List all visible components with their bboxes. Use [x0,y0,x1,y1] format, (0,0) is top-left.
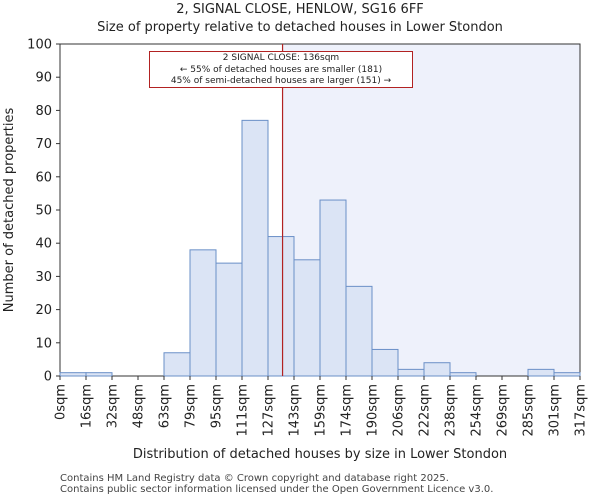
x-tick-label-0sqm: 0sqm [54,384,69,420]
y-tick-label-80: 80 [35,104,52,119]
x-tick-label-143sqm: 143sqm [288,384,303,437]
y-tick-label-100: 100 [27,38,52,53]
x-axis-label: Distribution of detached houses by size … [133,447,507,462]
chart-title: Size of property relative to detached ho… [97,20,503,35]
y-tick-label-30: 30 [35,270,52,285]
y-tick-label-50: 50 [35,204,52,219]
bar-143sqm [293,259,321,377]
footer-licence: Contains public sector information licen… [60,484,494,495]
bar-79sqm [189,249,217,377]
annotation-line-2: ← 55% of detached houses are smaller (18… [179,64,383,75]
bar-174sqm [345,285,373,377]
y-tick-label-90: 90 [35,71,52,86]
x-tick-label-63sqm: 63sqm [158,384,173,428]
x-tick-label-174sqm: 174sqm [340,384,355,437]
bar-16sqm [85,372,113,377]
y-tick-label-10: 10 [35,336,52,351]
bar-159sqm [319,199,347,377]
footer-copyright: Contains HM Land Registry data © Crown c… [60,473,449,484]
annotation-line-3: 45% of semi-detached houses are larger (… [170,76,392,86]
x-tick-label-159sqm: 159sqm [314,384,329,437]
x-tick-label-222sqm: 222sqm [418,384,433,437]
y-tick-label-70: 70 [35,137,52,152]
x-tick-label-238sqm: 238sqm [444,384,459,437]
bar-301sqm [553,372,581,377]
y-tick-label-20: 20 [35,303,52,318]
x-tick-label-285sqm: 285sqm [522,384,537,437]
bar-95sqm [215,262,243,377]
bar-206sqm [397,368,425,377]
x-tick-label-16sqm: 16sqm [80,384,95,428]
bar-190sqm [371,348,399,377]
x-tick-label-269sqm: 269sqm [496,384,511,437]
x-tick-label-32sqm: 32sqm [106,384,121,428]
x-tick-label-95sqm: 95sqm [210,384,225,428]
bar-0sqm [59,372,87,377]
annotation-box: 2 SIGNAL CLOSE: 136sqm ← 55% of detached… [149,51,413,88]
y-axis-label: Number of detached properties [2,108,17,313]
y-tick-label-60: 60 [35,170,52,185]
bar-63sqm [163,352,191,377]
y-tick-label-0: 0 [44,370,52,385]
bar-127sqm [267,236,295,377]
bar-222sqm [423,362,451,377]
x-tick-label-48sqm: 48sqm [132,384,147,428]
x-tick-label-301sqm: 301sqm [548,384,563,437]
x-tick-label-111sqm: 111sqm [236,384,251,437]
y-tick-label-40: 40 [35,237,52,252]
bar-285sqm [527,368,555,377]
x-tick-label-127sqm: 127sqm [262,384,277,437]
x-tick-label-254sqm: 254sqm [470,384,485,437]
annotation-line-1: 2 SIGNAL CLOSE: 136sqm [222,53,340,63]
bar-111sqm [241,119,269,377]
x-tick-label-206sqm: 206sqm [392,384,407,437]
x-tick-label-317sqm: 317sqm [574,384,589,437]
x-tick-label-79sqm: 79sqm [184,384,199,428]
x-tick-label-190sqm: 190sqm [366,384,381,437]
bar-238sqm [449,372,477,377]
chart-title-address: 2, SIGNAL CLOSE, HENLOW, SG16 6FF [176,2,424,17]
